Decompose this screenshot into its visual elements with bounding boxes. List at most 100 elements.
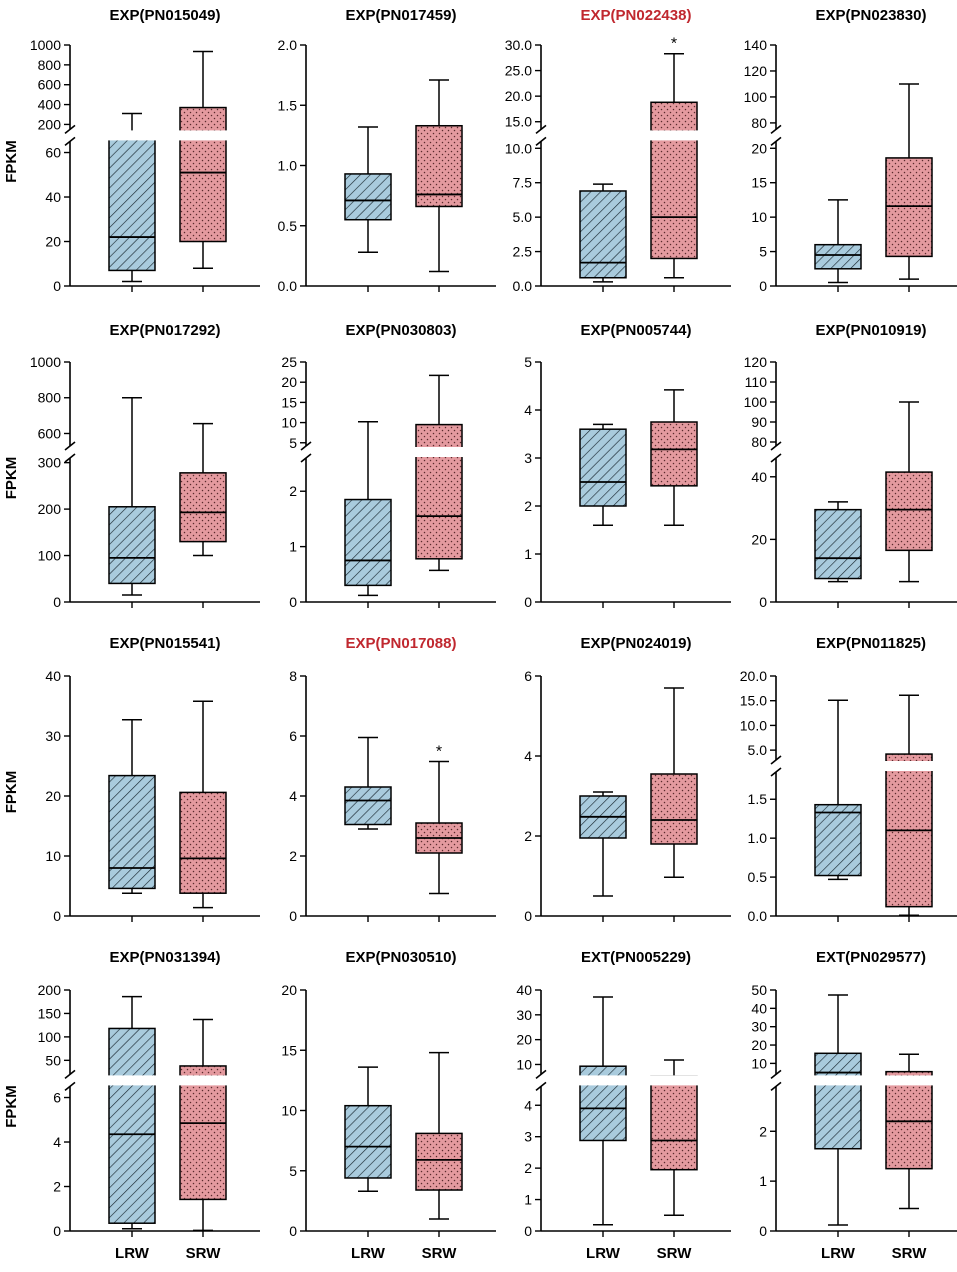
y-tick-label: 20	[281, 374, 297, 390]
iqr-box	[344, 498, 392, 587]
y-tick-label: 15	[281, 1042, 297, 1058]
y-tick-label: 0.0	[748, 908, 768, 924]
y-tick-label: 100	[38, 548, 62, 564]
y-tick-label: 50	[751, 982, 767, 998]
box-srw	[179, 422, 227, 557]
y-tick-label: 5	[289, 1163, 297, 1179]
y-tick-label: 4	[524, 1097, 532, 1113]
axis-break-gap	[650, 130, 698, 141]
box-lrw	[814, 699, 862, 881]
y-tick-label: 2	[524, 828, 532, 844]
y-tick-label: 400	[38, 97, 62, 113]
iqr-box	[650, 101, 698, 260]
y-tick-label: 2	[524, 1160, 532, 1176]
panel-title: EXP(PN017292)	[110, 322, 221, 339]
box-srw	[650, 687, 698, 878]
y-tick-label: 2.5	[513, 244, 533, 260]
axis-break-mark	[770, 1069, 782, 1080]
panel-16: EXT(PN029577) 0 1 2 10 20 30 40 50 LRW SRW	[751, 949, 957, 1262]
y-axis-label: FPKM	[3, 140, 20, 183]
iqr-box	[579, 428, 627, 507]
y-tick-label: 40	[751, 1000, 767, 1016]
panel-8: EXP(PN010919) 0 20 40 80 90 100 110 120	[744, 322, 957, 610]
y-tick-label: 2	[289, 483, 297, 499]
y-tick-label: 10	[281, 415, 297, 431]
y-tick-label: 15	[751, 175, 767, 191]
y-tick-label: 20	[45, 234, 61, 250]
panel-title: EXP(PN015049)	[110, 7, 221, 24]
axis-break-mark	[64, 453, 76, 463]
iqr-box	[814, 803, 862, 877]
y-tick-label: 1000	[30, 37, 61, 53]
y-tick-label: 800	[38, 390, 62, 406]
x-tick-label-srw: SRW	[657, 1245, 693, 1262]
iqr-box	[415, 1132, 463, 1191]
x-tick-label-lrw: LRW	[351, 1245, 386, 1262]
axis-break-gap	[579, 1075, 627, 1086]
y-axis-label: FPKM	[3, 771, 20, 814]
y-tick-label: 0	[289, 1223, 297, 1239]
y-tick-label: 20.0	[505, 88, 532, 104]
y-tick-label: 20	[45, 788, 61, 804]
panel-title: EXP(PN017088)	[346, 635, 457, 652]
x-tick-label-srw: SRW	[186, 1245, 222, 1262]
y-tick-label: 6	[53, 1090, 61, 1106]
y-tick-label: 60	[45, 145, 61, 161]
panel-title: EXP(PN030803)	[346, 322, 457, 339]
significance-marker: *	[436, 744, 442, 761]
y-tick-label: 50	[45, 1052, 61, 1068]
y-tick-label: 600	[38, 77, 62, 93]
panel-11: EXP(PN024019) 0 2 4 6	[524, 635, 731, 924]
y-tick-label: 0.0	[513, 278, 533, 294]
axis-break-mark	[64, 441, 76, 451]
y-tick-label: 5.0	[513, 209, 533, 225]
iqr-box	[885, 157, 933, 258]
y-tick-label: 1	[759, 1173, 767, 1189]
panel-14: EXP(PN030510) 0 5 10 15 20 LRW SRW	[281, 949, 496, 1262]
axis-break-mark	[64, 1069, 76, 1080]
box-srw	[885, 401, 933, 583]
axis-break-gap	[415, 447, 463, 457]
y-tick-label: 20	[751, 140, 767, 156]
panel-4: EXP(PN023830) 0 5 10 15 20 80 100 120 140	[744, 7, 957, 294]
box-lrw	[108, 396, 156, 596]
box-lrw	[579, 183, 627, 283]
y-tick-label: 30.0	[505, 37, 532, 53]
iqr-box	[344, 1104, 392, 1179]
y-tick-label: 200	[38, 982, 62, 998]
axis-break-mark	[64, 124, 76, 135]
y-tick-label: 2	[289, 848, 297, 864]
panel-title: EXP(PN024019)	[581, 635, 692, 652]
panel-1: EXP(PN015049) 0 20 40 60 200 400 600 800 1000 FPKM	[3, 7, 260, 294]
axis-break-gap	[108, 130, 156, 141]
y-tick-label: 1.5	[278, 97, 298, 113]
y-tick-label: 20	[516, 1032, 532, 1048]
panel-5: EXP(PN017292) 0 100 200 300 600 800 1000 FPKM	[3, 322, 260, 610]
panel-title: EXP(PN022438)	[581, 7, 692, 24]
iqr-box	[179, 472, 227, 543]
iqr-box	[108, 506, 156, 585]
y-tick-label: 30	[751, 1019, 767, 1035]
y-tick-label: 1	[524, 1192, 532, 1208]
box-lrw	[344, 421, 392, 597]
x-tick-label-lrw: LRW	[586, 1245, 621, 1262]
y-tick-label: 200	[38, 116, 62, 132]
axis-break-mark	[64, 1081, 76, 1092]
y-tick-label: 5	[759, 244, 767, 260]
x-tick-label-srw: SRW	[892, 1245, 928, 1262]
y-tick-label: 10	[281, 1103, 297, 1119]
box-lrw	[344, 1066, 392, 1192]
box-lrw	[579, 791, 627, 897]
y-tick-label: 20	[751, 531, 767, 547]
y-tick-label: 300	[38, 455, 62, 471]
iqr-box	[179, 106, 227, 243]
iqr-box	[814, 508, 862, 580]
axis-break-mark	[770, 755, 782, 765]
axis-break-gap	[179, 1075, 227, 1086]
box-srw	[885, 1053, 933, 1210]
panel-title: EXT(PN005229)	[581, 949, 691, 966]
y-tick-label: 0.5	[748, 869, 768, 885]
y-tick-label: 5	[289, 435, 297, 451]
iqr-box	[650, 773, 698, 845]
